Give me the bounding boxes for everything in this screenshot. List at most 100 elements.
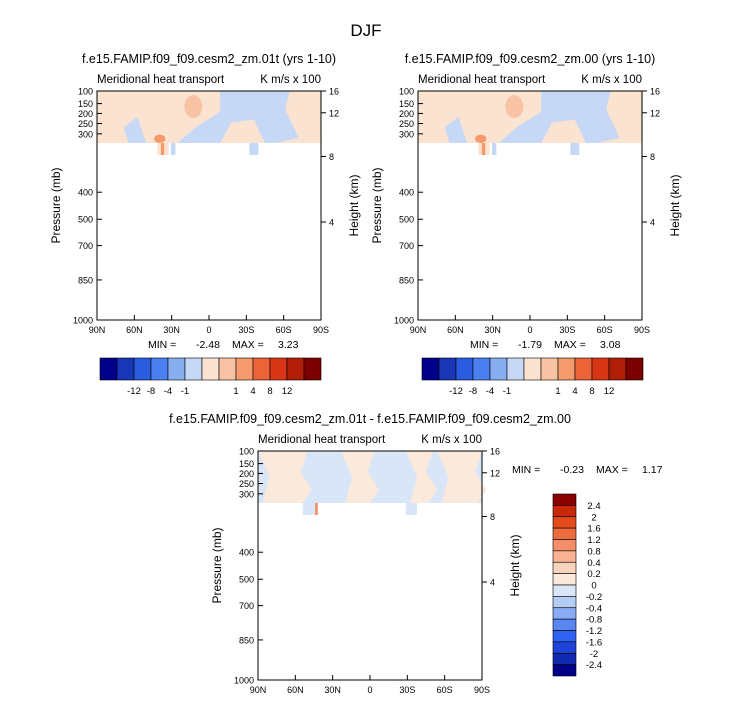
colorbar-label: -1: [503, 386, 511, 397]
colorbar-box: [523, 357, 542, 381]
y-tick-label: 150: [399, 99, 414, 109]
colorbar-label: -0.8: [586, 615, 602, 626]
y-tick-label: 500: [78, 215, 93, 225]
colorbar-box: [303, 357, 322, 381]
colorbar-label: 1: [233, 386, 238, 397]
left-label: Meridional heat transport: [97, 74, 225, 86]
y2-axis-label: Height (km): [668, 174, 682, 236]
colorbar-label: -2: [590, 649, 598, 660]
y-tick-label: 200: [78, 109, 93, 119]
x-tick-label: 30S: [399, 685, 415, 695]
colorbar-box: [438, 357, 457, 381]
y-tick-label: 300: [239, 489, 254, 499]
colorbar-label: -0.4: [586, 603, 602, 614]
y-tick-label: 1000: [234, 676, 254, 686]
min-label: MIN =: [148, 339, 176, 351]
colorbar-label: 2: [591, 512, 596, 523]
colorbar-label: 0.4: [587, 558, 600, 569]
colorbar-label: -4: [164, 386, 172, 397]
x-tick-label: 90S: [474, 685, 490, 695]
y-tick-label: 300: [399, 129, 414, 139]
right-label: K m/s x 100: [581, 74, 642, 86]
colorbar-box: [218, 357, 237, 381]
y-tick-label: 1000: [73, 316, 93, 326]
colorbar-box: [472, 357, 491, 381]
colorbar-label: -12: [127, 386, 141, 397]
y2-tick-label: 4: [490, 577, 495, 587]
field-surface-patch: [302, 503, 317, 515]
colorbar-box: [552, 550, 577, 563]
colorbar-box: [252, 357, 271, 381]
x-tick-label: 90N: [410, 325, 427, 335]
x-tick-label: 60S: [276, 325, 292, 335]
colorbar-box: [552, 516, 577, 529]
y2-axis-label: Height (km): [508, 534, 522, 596]
field-positive-region: [405, 451, 438, 503]
colorbar-label: -8: [469, 386, 477, 397]
y2-tick-label: 8: [650, 152, 655, 162]
min-label: MIN =: [512, 464, 540, 476]
field: [97, 91, 321, 155]
field-surface-patch: [481, 143, 486, 155]
colorbar-label: 0.8: [587, 546, 600, 557]
x-tick-label: 90N: [89, 325, 106, 335]
y-axis-label: Pressure (mb): [370, 167, 384, 243]
colorbar-box: [540, 357, 559, 381]
colorbar-box: [116, 357, 135, 381]
colorbar-label: 8: [267, 386, 272, 397]
colorbar-box: [489, 357, 508, 381]
field-maximum: [184, 95, 203, 119]
y2-tick-label: 16: [329, 87, 339, 97]
y2-tick-label: 16: [490, 447, 500, 457]
y-tick-label: 200: [399, 109, 414, 119]
colorbar-box: [552, 664, 577, 677]
colorbar-label: 1: [555, 386, 560, 397]
colorbar-label: 4: [250, 386, 255, 397]
y2-tick-label: 12: [329, 108, 339, 118]
max-label: MAX =: [232, 339, 264, 351]
y-tick-label: 700: [78, 241, 93, 251]
colorbar-box: [552, 573, 577, 586]
colorbar-box: [552, 493, 577, 506]
field-surface-patch: [491, 143, 497, 155]
x-tick-label: 60N: [287, 685, 304, 695]
colorbar-box: [552, 652, 577, 665]
field-surface-patch: [249, 143, 259, 155]
colorbar-box: [133, 357, 152, 381]
x-tick-label: 30S: [559, 325, 575, 335]
x-tick-label: 60S: [437, 685, 453, 695]
colorbar-box: [608, 357, 627, 381]
y-tick-label: 250: [399, 119, 414, 129]
y-tick-label: 850: [78, 275, 93, 285]
colorbar-label: 2.4: [587, 501, 600, 512]
colorbar-box: [167, 357, 186, 381]
panel-2: f.e15.FAMIP.f09_f09.cesm2_zm.00 (yrs 1-1…: [370, 52, 682, 397]
field-positive-region: [340, 451, 379, 503]
left-label: Meridional heat transport: [258, 434, 386, 446]
panel-title: f.e15.FAMIP.f09_f09.cesm2_zm.00 (yrs 1-1…: [405, 52, 656, 66]
colorbar-label: 12: [604, 386, 615, 397]
colorbar-box: [552, 505, 577, 518]
y2-tick-label: 12: [650, 108, 660, 118]
max-label: MAX =: [596, 464, 628, 476]
colorbar-box: [552, 596, 577, 609]
y2-tick-label: 4: [650, 217, 655, 227]
x-tick-label: 90N: [250, 685, 267, 695]
max-value: 3.23: [278, 339, 299, 351]
colorbar-box: [455, 357, 474, 381]
colorbar-box: [552, 584, 577, 597]
field: [258, 451, 487, 515]
colorbar-box: [574, 357, 593, 381]
x-tick-label: 60S: [597, 325, 613, 335]
colorbar-label: 0: [591, 581, 596, 592]
colorbar-label: -1.2: [586, 626, 602, 637]
colorbar-box: [557, 357, 576, 381]
min-value: -1.79: [518, 339, 542, 351]
y-tick-label: 700: [399, 241, 414, 251]
colorbar-label: 1.6: [587, 524, 600, 535]
max-label: MAX =: [554, 339, 586, 351]
colorbar-label: 4: [572, 386, 577, 397]
y-axis-label: Pressure (mb): [210, 527, 224, 603]
right-label: K m/s x 100: [421, 434, 482, 446]
y2-tick-label: 8: [329, 152, 334, 162]
